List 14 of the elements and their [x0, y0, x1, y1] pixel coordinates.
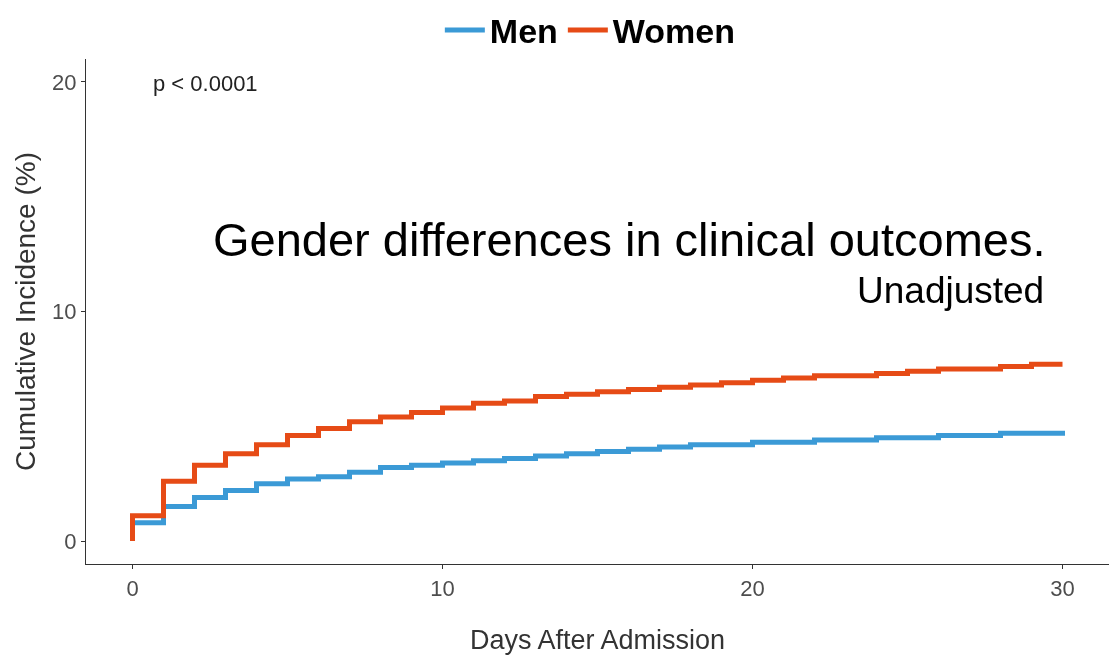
y-tick-label: 0 [64, 528, 77, 554]
x-axis-title: Days After Admission [469, 624, 726, 655]
legend-label: Men [489, 12, 558, 51]
x-tick-label: 10 [430, 575, 455, 601]
annotation: p < 0.0001 [153, 71, 258, 96]
y-axis-title: Cumulative Incidence (%) [9, 151, 41, 472]
text: Unadjusted [857, 270, 1045, 311]
x-tick-label: 30 [1050, 575, 1075, 601]
y-tick-label: 20 [52, 69, 77, 95]
legend-label: Women [612, 12, 735, 51]
x-tick-label: 0 [126, 575, 139, 601]
x-tick-label: 20 [740, 575, 765, 601]
text: Gender differences in clinical outcomes. [213, 213, 1046, 266]
y-tick-label: 10 [52, 299, 77, 325]
